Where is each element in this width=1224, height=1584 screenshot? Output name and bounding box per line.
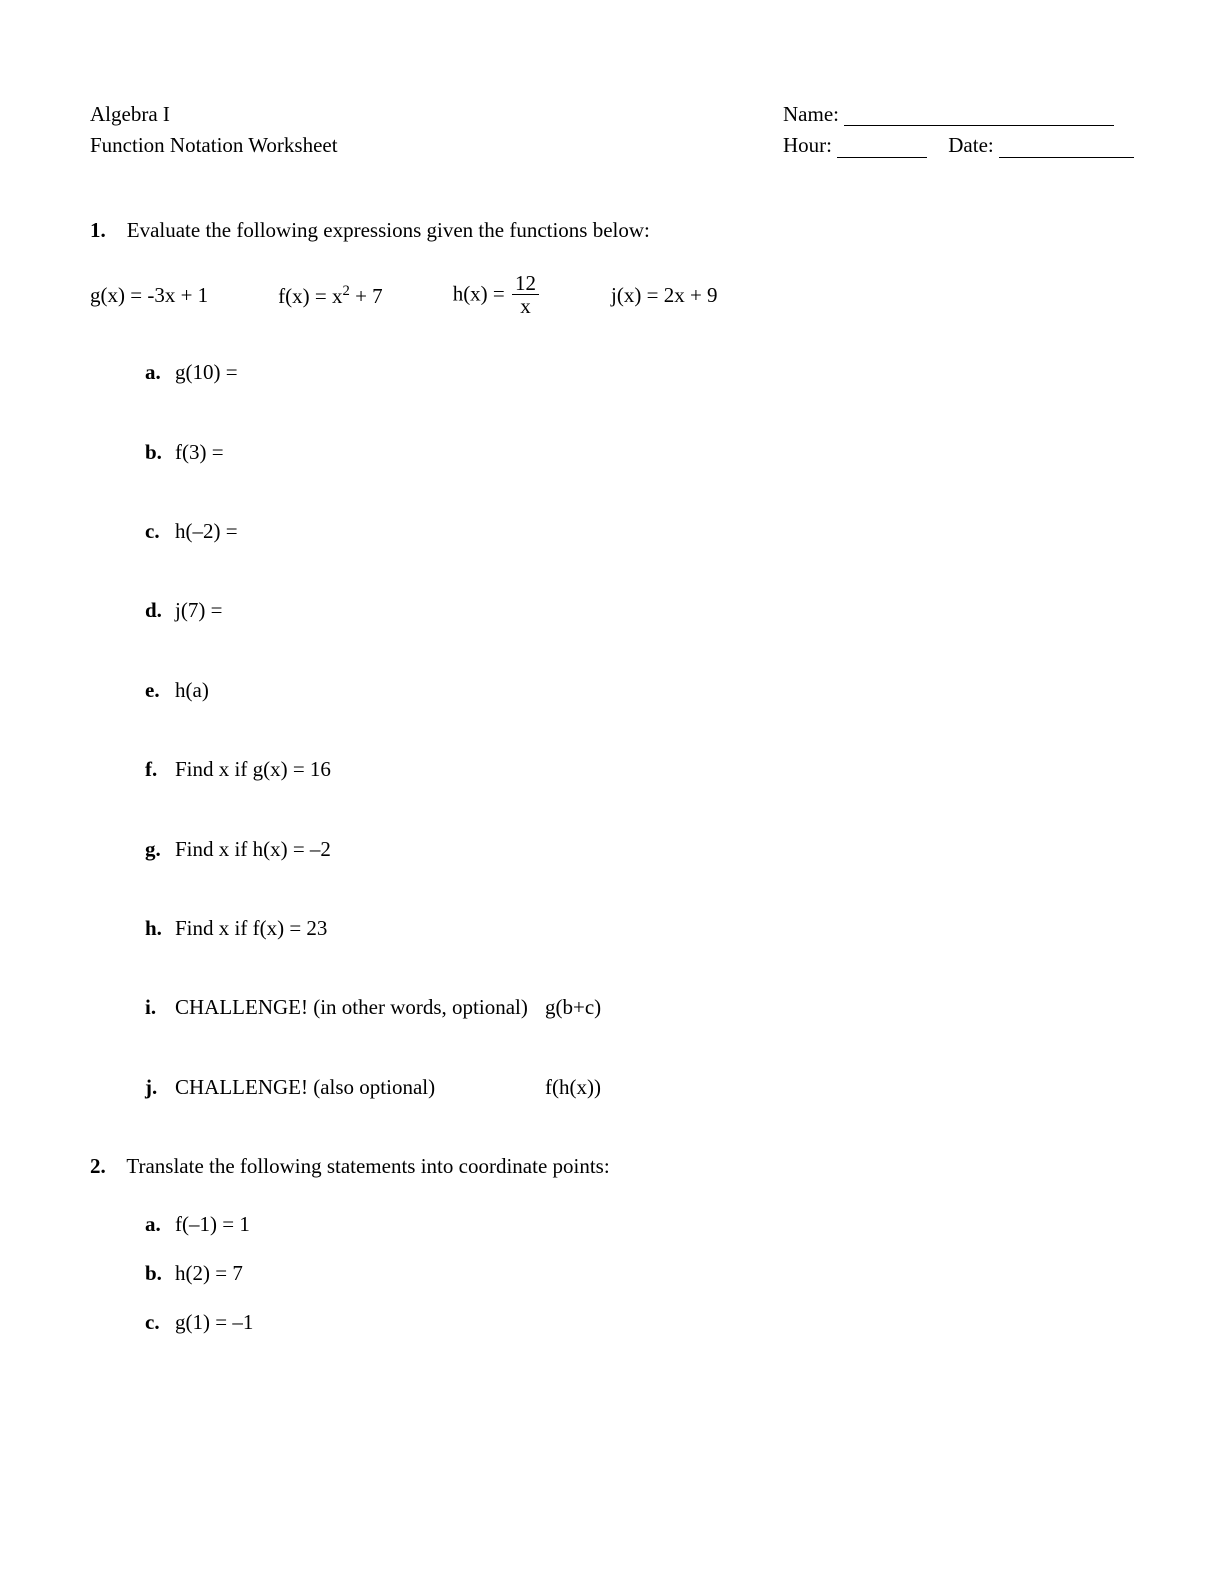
function-f: f(x) = x2 + 7	[278, 281, 383, 311]
q1-item-i: i. CHALLENGE! (in other words, optional)…	[145, 993, 1134, 1022]
q1-item-j: j. CHALLENGE! (also optional) f(h(x))	[145, 1073, 1134, 1102]
function-h: h(x) = 12x	[453, 273, 541, 318]
item-text: CHALLENGE! (in other words, optional) g(…	[175, 993, 1134, 1022]
item-text: Find x if g(x) = 16	[175, 755, 1134, 784]
item-letter: e.	[145, 676, 175, 705]
q2-item-c: c. g(1) = –1	[145, 1308, 1134, 1337]
functions-row: g(x) = -3x + 1 f(x) = x2 + 7 h(x) = 12x …	[90, 273, 1134, 318]
function-g: g(x) = -3x + 1	[90, 281, 208, 310]
fraction: 12x	[512, 273, 539, 318]
q1-item-c: c. h(–2) =	[145, 517, 1134, 546]
q1-item-b: b. f(3) =	[145, 438, 1134, 467]
item-letter: a.	[145, 1210, 175, 1239]
item-text: h(2) = 7	[175, 1259, 1134, 1288]
q1-item-e: e. h(a)	[145, 676, 1134, 705]
q1-item-a: a. g(10) =	[145, 358, 1134, 387]
q1-item-g: g. Find x if h(x) = –2	[145, 835, 1134, 864]
q2-items: a. f(–1) = 1 b. h(2) = 7 c. g(1) = –1	[90, 1210, 1134, 1338]
item-letter: b.	[145, 1259, 175, 1288]
item-text: h(a)	[175, 676, 1134, 705]
date-blank[interactable]	[999, 157, 1134, 158]
item-text: Find x if f(x) = 23	[175, 914, 1134, 943]
q2-number: 2.	[90, 1154, 106, 1178]
item-text: g(10) =	[175, 358, 1134, 387]
question-2: 2. Translate the following statements in…	[90, 1152, 1134, 1181]
hour-date-row: Hour: Date:	[783, 131, 1134, 160]
item-letter: i.	[145, 993, 175, 1022]
name-label: Name:	[783, 102, 839, 126]
item-letter: j.	[145, 1073, 175, 1102]
q2-item-b: b. h(2) = 7	[145, 1259, 1134, 1288]
question-1: 1. Evaluate the following expressions gi…	[90, 216, 1134, 245]
item-letter: f.	[145, 755, 175, 784]
course-title: Algebra I	[90, 100, 338, 129]
header-right: Name: Hour: Date:	[783, 100, 1134, 161]
item-letter: c.	[145, 517, 175, 546]
item-letter: b.	[145, 438, 175, 467]
hour-label: Hour:	[783, 133, 832, 157]
item-text: g(1) = –1	[175, 1308, 1134, 1337]
item-text: CHALLENGE! (also optional) f(h(x))	[175, 1073, 1134, 1102]
worksheet-title: Function Notation Worksheet	[90, 131, 338, 160]
item-text: f(3) =	[175, 438, 1134, 467]
item-text: Find x if h(x) = –2	[175, 835, 1134, 864]
function-j: j(x) = 2x + 9	[611, 281, 718, 310]
q1-prompt: Evaluate the following expressions given…	[127, 218, 650, 242]
header-left: Algebra I Function Notation Worksheet	[90, 100, 338, 161]
name-blank[interactable]	[844, 125, 1114, 126]
q1-item-h: h. Find x if f(x) = 23	[145, 914, 1134, 943]
item-letter: a.	[145, 358, 175, 387]
worksheet-header: Algebra I Function Notation Worksheet Na…	[90, 100, 1134, 161]
item-text: j(7) =	[175, 596, 1134, 625]
item-letter: g.	[145, 835, 175, 864]
item-letter: d.	[145, 596, 175, 625]
q1-item-d: d. j(7) =	[145, 596, 1134, 625]
item-letter: h.	[145, 914, 175, 943]
q2-item-a: a. f(–1) = 1	[145, 1210, 1134, 1239]
item-text: f(–1) = 1	[175, 1210, 1134, 1239]
challenge-expr: g(b+c)	[545, 993, 601, 1022]
name-field-row: Name:	[783, 100, 1134, 129]
item-letter: c.	[145, 1308, 175, 1337]
date-label: Date:	[948, 133, 993, 157]
q1-item-f: f. Find x if g(x) = 16	[145, 755, 1134, 784]
q1-items: a. g(10) = b. f(3) = c. h(–2) = d. j(7) …	[90, 358, 1134, 1102]
q1-number: 1.	[90, 218, 106, 242]
challenge-expr: f(h(x))	[545, 1073, 601, 1102]
hour-blank[interactable]	[837, 157, 927, 158]
item-text: h(–2) =	[175, 517, 1134, 546]
q2-prompt: Translate the following statements into …	[126, 1154, 609, 1178]
